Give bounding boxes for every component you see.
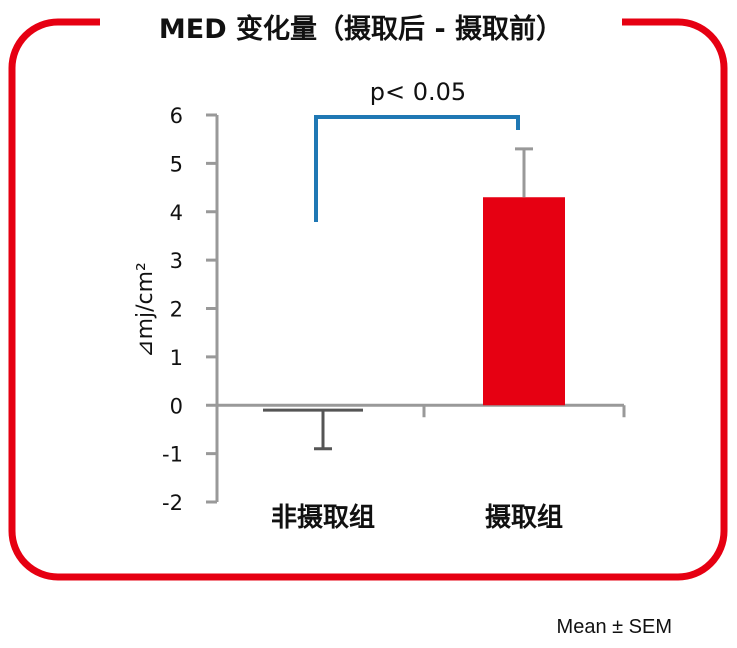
y-tick-label-0: 6: [170, 104, 183, 128]
y-axis-label: ⊿mj/cm²: [133, 262, 158, 358]
y-tick-label-7: -1: [162, 443, 183, 467]
category-label-0: 非摄取组: [271, 502, 375, 533]
chart-frame: [8, 18, 728, 581]
error-bars: [314, 147, 533, 451]
y-tick-label-2: 4: [170, 201, 183, 225]
category-labels: 非摄取组 摄取组: [271, 502, 563, 533]
y-tick-label-1: 5: [170, 152, 183, 176]
title-backdrop: [100, 6, 622, 44]
chart-title: MED 变化量（摄取后 - 摄取前）: [159, 13, 563, 45]
y-ticks: 6 5 4 3 2 1 0 -1 -2: [162, 104, 217, 515]
footnote: Mean ± SEM: [557, 616, 672, 638]
y-tick-label-5: 1: [170, 346, 183, 370]
category-label-1: 摄取组: [485, 502, 563, 533]
y-tick-label-3: 3: [170, 249, 183, 273]
significance-label: p< 0.05: [370, 78, 466, 106]
bars: [263, 197, 565, 412]
bar-1: [483, 197, 565, 406]
y-tick-label-4: 2: [170, 298, 183, 322]
significance-bracket: [314, 115, 520, 222]
y-tick-label-6: 0: [170, 394, 183, 418]
y-tick-label-8: -2: [162, 491, 183, 515]
